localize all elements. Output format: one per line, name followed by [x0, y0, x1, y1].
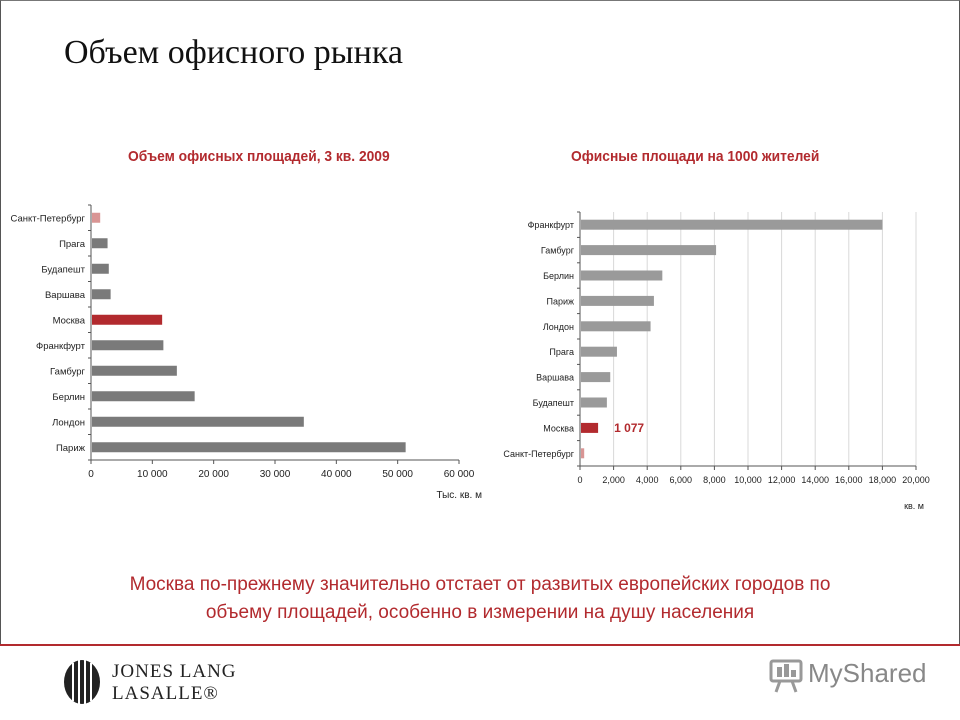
x-axis-label: Тыс. кв. м [436, 490, 482, 501]
category-label: Санкт-Петербург [503, 449, 574, 459]
x-tick-label: 0 [577, 475, 582, 485]
bar-Варшава [92, 289, 111, 300]
watermark: MyShared [768, 656, 938, 696]
chart-2-title: Офисные площади на 1000 жителей [571, 148, 820, 165]
x-tick-label: 6,000 [670, 475, 693, 485]
bar-Лондон [581, 321, 651, 332]
x-tick-label: 20,000 [902, 475, 930, 485]
bar-Париж [581, 295, 654, 306]
data-label: 1 077 [614, 421, 644, 435]
bar-Гамбург [92, 365, 177, 376]
category-label: Варшава [536, 373, 574, 383]
category-label: Берлин [543, 271, 574, 281]
bar-Санкт-Петербург [92, 212, 101, 223]
caption-line-1: Москва по-прежнему значительно отстает о… [129, 574, 831, 595]
presentation-board-icon [769, 659, 803, 693]
category-label: Будапешт [41, 264, 85, 275]
slide-title: Объем офисного рынка [64, 34, 403, 71]
bar-Франкфурт [581, 219, 883, 230]
x-tick-label: 8,000 [703, 475, 726, 485]
bar-Прага [92, 238, 108, 249]
x-tick-label: 2,000 [602, 475, 625, 485]
x-tick-label: 18,000 [869, 475, 897, 485]
bar-Москва [92, 314, 163, 325]
x-tick-label: 4,000 [636, 475, 659, 485]
category-label: Франкфурт [36, 341, 86, 352]
bar-Лондон [92, 416, 304, 427]
x-tick-label: 20 000 [198, 469, 229, 480]
company-logo: JONES LANG LASALLE® [62, 659, 236, 709]
category-label: Гамбург [541, 246, 575, 256]
x-tick-label: 50 000 [382, 469, 413, 480]
category-label: Лондон [52, 417, 85, 428]
bar-Париж [92, 442, 406, 453]
bar-Берлин [92, 391, 195, 402]
bar-Санкт-Петербург [581, 448, 585, 459]
bar-Прага [581, 346, 617, 357]
bar-Берлин [581, 270, 663, 281]
x-tick-label: 60 000 [444, 469, 475, 480]
x-axis-label: кв. м [904, 501, 924, 511]
category-label: Санкт-Петербург [10, 213, 85, 224]
bar-Франкфурт [92, 340, 164, 351]
x-tick-label: 10 000 [137, 469, 168, 480]
x-tick-label: 30 000 [260, 469, 291, 480]
chart-1-title: Объем офисных площадей, 3 кв. 2009 [128, 148, 390, 165]
x-tick-label: 40 000 [321, 469, 352, 480]
bar-Будапешт [92, 263, 109, 274]
x-tick-label: 16,000 [835, 475, 863, 485]
category-label: Москва [53, 315, 86, 326]
x-tick-label: 12,000 [768, 475, 796, 485]
category-label: Париж [546, 296, 574, 306]
x-tick-label: 14,000 [801, 475, 829, 485]
category-label: Прага [549, 347, 574, 357]
category-label: Лондон [543, 322, 574, 332]
bar-Москва [581, 422, 599, 433]
category-label: Париж [56, 443, 86, 454]
category-label: Будапешт [533, 398, 574, 408]
category-label: Берлин [52, 392, 85, 403]
category-label: Прага [59, 239, 86, 250]
bar-Гамбург [581, 245, 717, 256]
watermark-text: MyShared [808, 658, 927, 688]
category-label: Франкфурт [528, 220, 574, 230]
x-tick-label: 0 [88, 469, 94, 480]
bar-Будапешт [581, 397, 607, 408]
logo-text-line-2: LASALLE® [112, 683, 219, 704]
logo-emblem-icon [64, 660, 100, 704]
x-tick-label: 10,000 [734, 475, 762, 485]
footer-divider [0, 644, 960, 646]
caption-line-2: объему площадей, особенно в измерении на… [205, 602, 755, 623]
bar-Варшава [581, 372, 611, 383]
category-label: Гамбург [50, 366, 85, 377]
logo-text-line-1: JONES LANG [112, 661, 237, 682]
category-label: Варшава [45, 290, 86, 301]
category-label: Москва [543, 423, 574, 433]
